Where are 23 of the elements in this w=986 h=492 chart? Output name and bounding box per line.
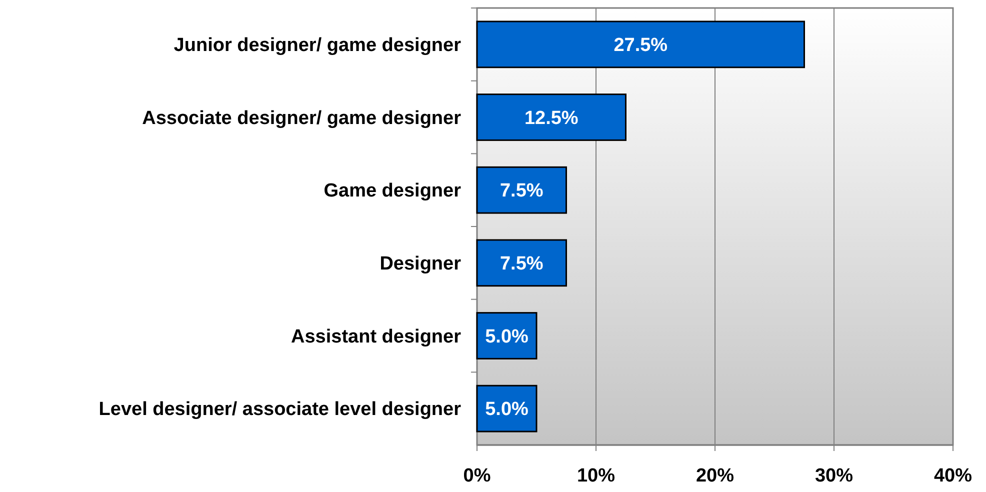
- data-label: 5.0%: [485, 399, 529, 420]
- bar: [476, 384, 538, 432]
- x-tick-label: 10%: [576, 466, 616, 487]
- data-label: 12.5%: [524, 108, 578, 129]
- x-tick-label: 30%: [814, 466, 854, 487]
- x-tick-label: 40%: [934, 466, 972, 487]
- bar: [476, 166, 567, 214]
- bar: [476, 20, 805, 68]
- x-tick-label: 0%: [463, 466, 491, 487]
- x-tick-label: 20%: [696, 466, 734, 487]
- y-tick-label: Level designer/ associate level designer: [98, 399, 462, 420]
- data-label: 5.0%: [485, 326, 529, 348]
- y-tick-label: Game designer: [324, 180, 462, 202]
- y-tick-label: Associate designer/ game designer: [142, 108, 462, 129]
- y-tick-label: Designer: [380, 254, 462, 275]
- data-label: 7.5%: [500, 180, 544, 202]
- data-label: 7.5%: [500, 254, 544, 275]
- y-tick-label: Junior designer/ game designer: [174, 35, 462, 56]
- data-label: 27.5%: [614, 35, 668, 56]
- y-tick-label: Assistant designer: [291, 326, 462, 348]
- bar: [476, 239, 567, 287]
- bar: [476, 94, 626, 141]
- bar: [476, 312, 538, 360]
